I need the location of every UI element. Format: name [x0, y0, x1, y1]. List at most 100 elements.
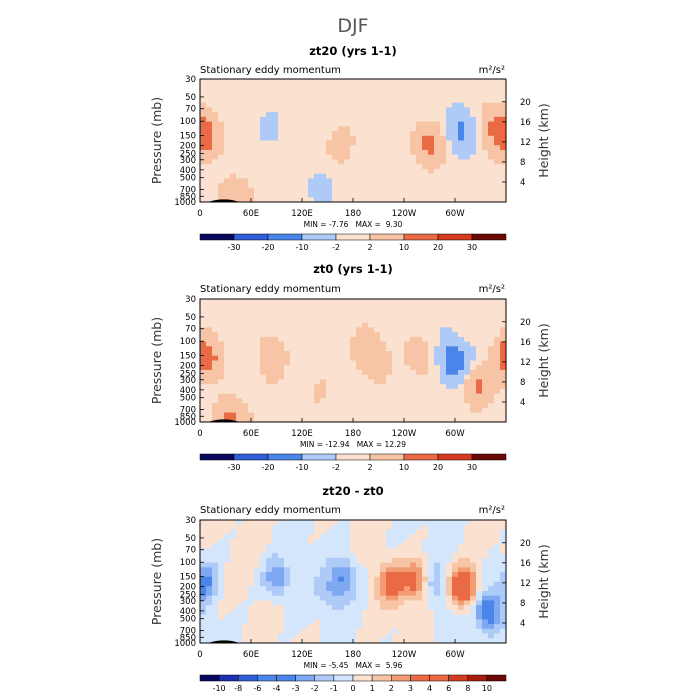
contour-cell — [350, 520, 357, 526]
contour-cell — [416, 322, 423, 328]
contour-cell — [452, 605, 459, 611]
contour-cell — [392, 543, 399, 549]
contour-cell — [266, 562, 273, 568]
contour-cell — [344, 107, 351, 113]
contour-cell — [452, 346, 459, 352]
contour-cell — [338, 398, 345, 404]
contour-cell — [344, 417, 351, 423]
contour-cell — [242, 572, 249, 578]
contour-cell — [362, 313, 369, 319]
contour-cell — [380, 183, 387, 189]
contour-cell — [230, 192, 237, 198]
contour-cell — [362, 187, 369, 193]
contour-cell — [368, 168, 375, 175]
contour-cell — [224, 557, 231, 563]
contour-cell — [464, 149, 471, 156]
contour-cell — [434, 145, 441, 151]
contour-cell — [344, 308, 351, 314]
contour-cell — [272, 557, 279, 563]
contour-cell — [350, 187, 357, 193]
contour-cell — [494, 595, 501, 601]
contour-cell — [242, 355, 249, 361]
contour-cell — [278, 173, 285, 179]
contour-cell — [374, 581, 381, 587]
contour-cell — [260, 581, 267, 587]
contour-cell — [482, 538, 489, 545]
contour-cell — [452, 553, 459, 559]
contour-cell — [200, 529, 207, 535]
contour-cell — [260, 369, 267, 376]
contour-cell — [374, 197, 381, 203]
contour-cell — [440, 336, 447, 342]
contour-cell — [260, 197, 267, 203]
contour-cell — [476, 605, 483, 611]
contour-cell — [494, 534, 501, 540]
contour-cell — [266, 393, 273, 399]
contour-cell — [332, 303, 339, 309]
colorbar-swatch — [437, 453, 473, 461]
x-tick-label: 60W — [445, 209, 465, 219]
contour-cell — [422, 403, 429, 409]
contour-cell — [296, 322, 303, 328]
contour-cell — [404, 379, 411, 385]
contour-cell — [266, 135, 273, 141]
contour-cell — [302, 145, 309, 151]
contour-cell — [338, 322, 345, 328]
contour-cell — [308, 572, 315, 578]
contour-cell — [260, 417, 267, 423]
contour-cell — [326, 600, 333, 606]
contour-cell — [260, 393, 267, 399]
contour-cell — [248, 534, 255, 540]
contour-cell — [410, 317, 417, 324]
contour-cell — [242, 576, 249, 582]
contour-cell — [494, 299, 501, 305]
contour-cell — [290, 374, 297, 380]
contour-cell — [398, 614, 405, 620]
contour-cell — [440, 407, 447, 413]
contour-cell — [206, 355, 213, 361]
contour-cell — [440, 341, 447, 347]
contour-cell — [332, 168, 339, 175]
contour-cell — [338, 336, 345, 342]
contour-cell — [488, 317, 495, 324]
contour-cell — [302, 116, 309, 122]
contour-cell — [326, 553, 333, 559]
contour-cell — [212, 412, 219, 418]
panel-zt0: zt0 (yrs 1-1) Stationary eddy momentum m… — [149, 262, 551, 472]
contour-cell — [476, 586, 483, 592]
contour-cell — [494, 159, 501, 165]
contour-cell — [344, 192, 351, 198]
contour-cell — [296, 102, 303, 108]
contour-cell — [470, 633, 477, 639]
contour-cell — [446, 393, 453, 399]
contour-cell — [404, 557, 411, 563]
contour-cell — [344, 614, 351, 620]
contour-cell — [356, 586, 363, 592]
contour-cell — [302, 548, 309, 554]
contour-cell — [290, 600, 297, 606]
contour-cell — [314, 520, 321, 526]
contour-cell — [440, 131, 447, 137]
contour-cell — [368, 107, 375, 113]
contour-cell — [254, 393, 261, 399]
contour-cell — [254, 145, 261, 151]
contour-cell — [482, 178, 489, 184]
contour-cell — [374, 299, 381, 305]
contour-cell — [452, 93, 459, 99]
contour-cell — [296, 168, 303, 175]
contour-cell — [500, 121, 507, 127]
contour-cell — [242, 126, 249, 132]
contour-cell — [206, 140, 213, 146]
contour-cell — [470, 192, 477, 198]
contour-cell — [356, 346, 363, 352]
contour-cell — [356, 308, 363, 314]
contour-cell — [410, 534, 417, 540]
contour-cell — [410, 187, 417, 193]
contour-cell — [326, 638, 333, 644]
contour-cell — [368, 605, 375, 611]
contour-cell — [446, 351, 453, 357]
contour-cell — [494, 619, 501, 625]
contour-cell — [296, 379, 303, 385]
contour-cell — [230, 93, 237, 99]
contour-cell — [290, 93, 297, 99]
